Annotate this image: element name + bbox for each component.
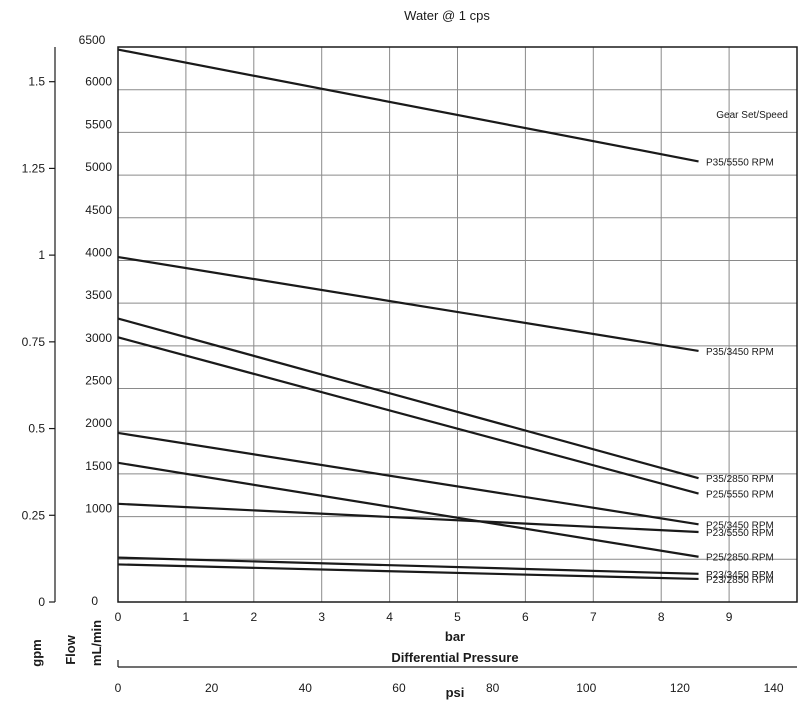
x-tick-label: 2 [250,610,257,624]
psi-tick-label: 80 [486,681,500,695]
chart-title: Water @ 1 cps [404,8,490,23]
series-line [117,556,699,575]
secondary-x-axis-ticks: 0 20 40 60 80 100 120 140 [115,681,784,695]
secondary-x-axis-label: psi [446,685,465,700]
series-label: P35/2850 RPM [706,474,774,485]
series-label: P25/3450 RPM [706,520,774,531]
psi-tick-label: 40 [299,681,313,695]
series-line [117,461,699,558]
y-axis-top-tick: 6500 [79,33,106,47]
gpm-tick-label: 0.25 [22,508,46,522]
grid [118,47,797,602]
series-label: P23/3450 RPM [706,570,774,581]
series-line [117,255,699,353]
y-tick-label: 6000 [85,75,112,89]
series-labels: P35/5550 RPM P35/3450 RPM P35/2850 RPM P25/… [706,157,774,586]
psi-tick-label: 100 [576,681,596,695]
plot-frame [117,46,798,603]
series-label: P25/5550 RPM [706,490,774,501]
series-label: P23/5550 RPM [706,528,774,539]
gpm-axis-label: gpm [29,639,44,666]
ml-min-axis-label: mL/min [89,620,104,666]
series-line [117,502,699,534]
psi-tick-label: 120 [670,681,690,695]
psi-tick-label: 60 [392,681,406,695]
y-tick-label: 5500 [85,117,112,131]
x-tick-label: 9 [726,610,733,624]
y-tick-label: 5000 [85,160,112,174]
x-axis-ticks: 0 1 2 3 4 5 6 7 8 9 [115,610,733,624]
x-tick-label: 7 [590,610,597,624]
gpm-tick-label: 1.5 [28,75,45,89]
series-label: P23/2850 RPM [706,575,774,586]
x-axis-label: bar [445,629,465,644]
gpm-tick-label: 1 [38,248,45,262]
y-tick-label: 2000 [85,416,112,430]
gpm-tick-label: 0.5 [28,422,45,436]
y-tick-label: 3000 [85,331,112,345]
series-lines [117,48,699,581]
x-caption: Differential Pressure [391,650,518,665]
psi-tick-label: 20 [205,681,219,695]
psi-tick-label: 140 [764,681,784,695]
series-line [117,48,699,163]
y-tick-label: 2500 [85,374,112,388]
y-axis-zero-tick: 0 [91,594,98,608]
series-label: P35/3450 RPM [706,347,774,358]
series-line [117,336,699,495]
x-tick-label: 0 [115,610,122,624]
x-tick-label: 1 [183,610,190,624]
series-line [117,317,699,480]
psi-tick-label: 0 [115,681,122,695]
gpm-tick-label: 0 [38,595,45,609]
x-tick-label: 5 [454,610,461,624]
flow-axis-label: Flow [63,634,78,664]
x-tick-label: 6 [522,610,529,624]
secondary-y-axis-ticks: 0 0.25 0.5 0.75 1 1.25 1.5 [22,75,55,609]
y-tick-label: 4500 [85,203,112,217]
series-label: P35/5550 RPM [706,157,774,168]
x-tick-label: 4 [386,610,393,624]
gpm-tick-label: 1.25 [22,161,46,175]
x-tick-label: 3 [318,610,325,624]
y-tick-label: 3500 [85,288,112,302]
legend-title: Gear Set/Speed [716,110,788,121]
series-line [117,563,699,581]
series-line [117,431,699,526]
y-tick-label: 1500 [85,459,112,473]
y-axis-ticks: 1000 1500 2000 2500 3000 3500 4000 4500 5000 5500… [85,75,112,516]
series-label: P25/2850 RPM [706,553,774,564]
x-tick-label: 8 [658,610,665,624]
y-tick-label: 1000 [85,502,112,516]
gpm-tick-label: 0.75 [22,335,46,349]
y-tick-label: 4000 [85,245,112,259]
